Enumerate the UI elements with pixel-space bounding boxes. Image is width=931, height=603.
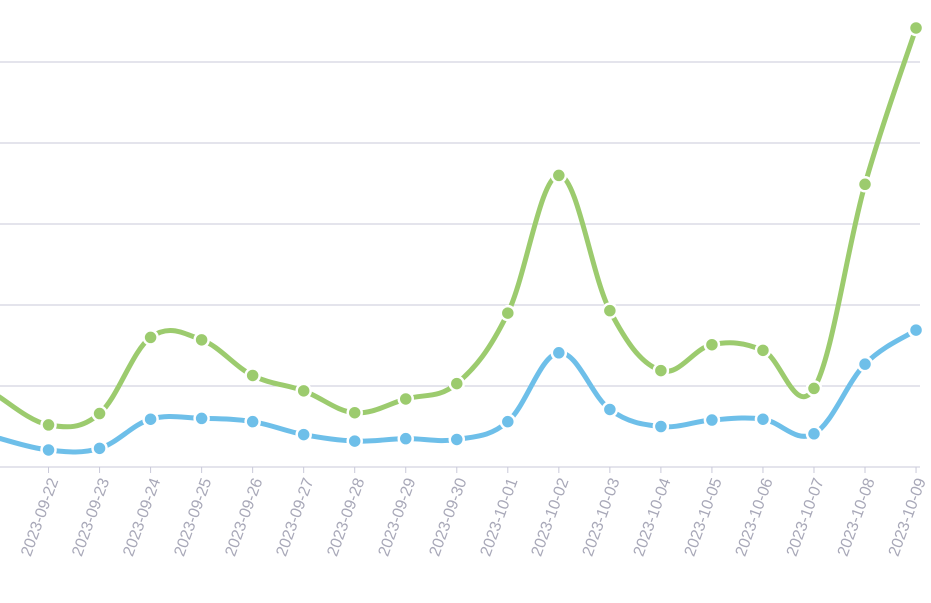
data-point[interactable] bbox=[244, 413, 261, 430]
data-point[interactable] bbox=[703, 411, 721, 429]
data-point[interactable] bbox=[805, 380, 823, 397]
series-1 bbox=[0, 321, 925, 459]
data-point[interactable] bbox=[91, 440, 108, 457]
data-point[interactable] bbox=[397, 390, 414, 408]
x-tick-label: 2023-10-01 bbox=[478, 476, 522, 559]
data-point[interactable] bbox=[448, 431, 466, 448]
data-point[interactable] bbox=[142, 329, 159, 346]
data-point[interactable] bbox=[346, 404, 363, 421]
data-point[interactable] bbox=[550, 344, 568, 362]
x-tick-label: 2023-09-29 bbox=[375, 476, 419, 559]
x-tick-label: 2023-09-23 bbox=[69, 476, 113, 559]
data-point[interactable] bbox=[91, 405, 108, 422]
x-tick-label: 2023-10-07 bbox=[784, 476, 828, 559]
x-tick-label: 2023-10-05 bbox=[682, 476, 726, 559]
x-tick-label: 2023-09-30 bbox=[427, 476, 471, 559]
x-tick-label: 2023-09-25 bbox=[171, 476, 215, 559]
data-point[interactable] bbox=[142, 410, 159, 428]
series-layer bbox=[0, 19, 925, 459]
x-tick-label: 2023-10-02 bbox=[529, 476, 573, 559]
data-point[interactable] bbox=[244, 367, 261, 384]
data-point[interactable] bbox=[805, 425, 823, 443]
data-point[interactable] bbox=[907, 321, 925, 339]
x-tick-label: 2023-09-22 bbox=[18, 476, 62, 559]
data-point[interactable] bbox=[448, 375, 466, 392]
data-point[interactable] bbox=[856, 176, 874, 193]
data-point[interactable] bbox=[550, 167, 568, 184]
data-point[interactable] bbox=[193, 331, 210, 349]
data-point[interactable] bbox=[295, 382, 312, 400]
x-tick-label: 2023-09-24 bbox=[120, 476, 164, 559]
data-point[interactable] bbox=[907, 19, 925, 37]
x-tick-label: 2023-10-03 bbox=[580, 476, 624, 559]
data-point[interactable] bbox=[601, 302, 619, 319]
data-point[interactable] bbox=[754, 342, 772, 359]
data-point[interactable] bbox=[397, 430, 414, 447]
x-tick-label: 2023-10-09 bbox=[886, 476, 930, 559]
x-tick-label: 2023-10-04 bbox=[631, 476, 675, 559]
x-axis: 2023-09-22 2023-09-23 2023-09-24 2023-09-25… bbox=[0, 466, 930, 559]
data-point[interactable] bbox=[499, 413, 517, 430]
data-point[interactable] bbox=[346, 432, 363, 450]
data-point[interactable] bbox=[295, 426, 312, 443]
x-tick-label: 2023-10-06 bbox=[733, 476, 777, 559]
data-point[interactable] bbox=[499, 304, 517, 322]
x-tick-label: 2023-09-28 bbox=[324, 476, 368, 559]
data-point[interactable] bbox=[652, 362, 670, 379]
data-point[interactable] bbox=[754, 410, 772, 428]
data-point[interactable] bbox=[652, 418, 670, 435]
data-point[interactable] bbox=[601, 401, 619, 418]
series-0 bbox=[0, 19, 925, 434]
x-tick-label: 2023-09-27 bbox=[273, 476, 317, 559]
grid-lines bbox=[0, 61, 920, 387]
data-point[interactable] bbox=[856, 355, 874, 373]
data-point[interactable] bbox=[40, 416, 57, 434]
data-point[interactable] bbox=[703, 336, 721, 353]
data-point[interactable] bbox=[40, 441, 57, 459]
x-tick-label: 2023-09-26 bbox=[222, 476, 266, 559]
x-tick-label: 2023-10-08 bbox=[835, 476, 879, 559]
series-line bbox=[0, 25, 919, 430]
data-point[interactable] bbox=[193, 410, 210, 427]
